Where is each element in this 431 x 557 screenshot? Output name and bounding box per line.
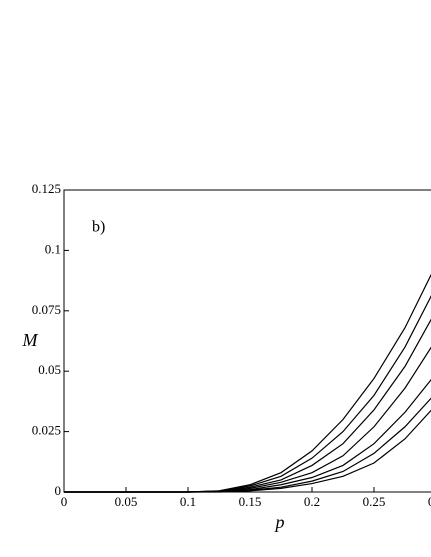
y-tick-label: 0.025 xyxy=(32,423,61,438)
y-axis-label: M xyxy=(22,330,39,350)
x-tick-label: 0 xyxy=(61,494,68,509)
x-tick-label: 0.1 xyxy=(180,494,196,509)
x-tick-label: 0.05 xyxy=(115,494,138,509)
y-tick-label: 0.05 xyxy=(38,362,61,377)
x-tick-label: 0.2 xyxy=(304,494,320,509)
data-line xyxy=(64,318,431,493)
x-axis-label: p xyxy=(274,512,285,532)
y-tick-label: 0.075 xyxy=(32,302,61,317)
data-line xyxy=(64,409,431,493)
y-tick-label: 0.125 xyxy=(32,181,61,196)
plot-frame xyxy=(63,189,431,493)
y-tick-label: 0.1 xyxy=(45,241,61,256)
data-line xyxy=(64,273,431,493)
annotation: b) xyxy=(92,219,105,236)
data-line xyxy=(64,346,431,493)
x-tick-label: 0.15 xyxy=(239,494,262,509)
x-tick-label: 0.25 xyxy=(363,494,386,509)
y-tick-label: 0 xyxy=(55,483,62,498)
x-tick-label: 0.3 xyxy=(428,494,431,509)
